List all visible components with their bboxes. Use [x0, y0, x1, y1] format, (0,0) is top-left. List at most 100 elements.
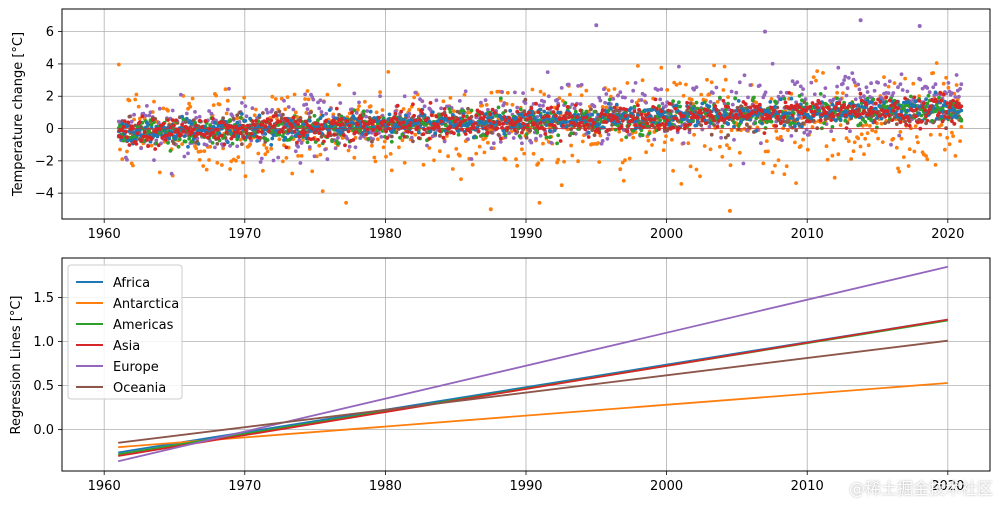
scatter-point [319, 123, 324, 127]
scatter-point [848, 129, 852, 134]
scatter-point [859, 104, 864, 109]
scatter-point [407, 108, 412, 112]
scatter-point [872, 88, 877, 93]
scatter-point [689, 97, 694, 102]
scatter-point [904, 122, 909, 127]
scatter-point [336, 141, 340, 146]
scatter-point [240, 142, 244, 147]
scatter-point [566, 115, 571, 120]
scatter-point [794, 128, 798, 133]
scatter-point [754, 129, 759, 133]
scatter-point [503, 157, 508, 162]
scatter-point [190, 96, 195, 101]
scatter-point [954, 73, 959, 77]
scatter-point [905, 115, 910, 119]
scatter-point [413, 118, 418, 123]
scatter-point [737, 150, 742, 155]
scatter-point [125, 124, 129, 128]
scatter-point [518, 116, 523, 121]
scatter-point [466, 137, 470, 142]
scatter-point [389, 139, 394, 144]
scatter-point [940, 109, 945, 114]
scatter-point [149, 143, 154, 148]
legend-items: Africa Antarctica Americas Asia Europe Oceani… [76, 276, 179, 396]
scatter-y-tick-label: −4 [35, 187, 54, 202]
scatter-point [933, 109, 938, 114]
scatter-point [255, 139, 259, 143]
regression-y-tick-label: 1.5 [33, 291, 54, 306]
scatter-point [882, 75, 886, 79]
scatter-point [297, 138, 302, 143]
scatter-point [811, 113, 816, 118]
scatter-point [797, 105, 802, 110]
scatter-point [448, 96, 453, 100]
scatter-point [213, 135, 217, 140]
scatter-point [726, 121, 730, 126]
scatter-point [364, 132, 368, 137]
scatter-point [733, 96, 738, 101]
scatter-point [891, 108, 896, 113]
scatter-point [720, 154, 725, 159]
scatter-point [830, 102, 835, 107]
scatter-point [402, 94, 407, 99]
scatter-point [363, 99, 367, 104]
scatter-point [127, 98, 132, 103]
scatter-point [611, 97, 616, 101]
scatter-point [522, 109, 527, 114]
scatter-point [605, 136, 610, 141]
scatter-point [787, 111, 791, 115]
scatter-point [543, 132, 548, 136]
scatter-point [645, 121, 650, 126]
scatter-point [809, 80, 814, 85]
scatter-point [550, 119, 555, 124]
scatter-point [116, 119, 121, 124]
scatter-point [283, 135, 288, 140]
scatter-point [924, 97, 928, 101]
scatter-point [771, 108, 776, 113]
scatter-point [856, 136, 861, 141]
scatter-point [947, 105, 952, 110]
scatter-point [347, 123, 352, 128]
scatter-point [188, 104, 193, 109]
scatter-point [338, 101, 343, 105]
scatter-point [384, 154, 388, 159]
scatter-point [745, 128, 749, 133]
regression-x-ticks: 1960 1970 1980 1990 2000 2010 2020 [88, 471, 964, 494]
scatter-point [311, 97, 316, 102]
scatter-point [203, 119, 208, 123]
scatter-point [685, 100, 689, 105]
scatter-point [250, 119, 255, 123]
scatter-point [655, 111, 660, 115]
scatter-point [480, 103, 484, 108]
scatter-point [660, 101, 665, 106]
scatter-point [882, 100, 886, 105]
scatter-point [602, 87, 606, 92]
scatter-point [798, 102, 803, 107]
scatter-point [939, 98, 944, 103]
scatter-point [536, 161, 541, 166]
scatter-point [754, 116, 759, 121]
scatter-point [808, 130, 812, 134]
scatter-point [284, 156, 289, 160]
scatter-point [291, 107, 296, 112]
scatter-point [307, 145, 312, 149]
scatter-point [612, 87, 617, 91]
scatter-point [780, 138, 784, 143]
scatter-point [719, 135, 723, 140]
scatter-point [787, 91, 791, 95]
scatter-point [760, 121, 764, 126]
scatter-point [892, 102, 897, 106]
scatter-point [572, 123, 577, 128]
scatter-point [145, 104, 149, 108]
scatter-point [386, 122, 391, 127]
scatter-point [149, 123, 154, 127]
scatter-point [520, 147, 524, 152]
scatter-point [312, 113, 317, 118]
scatter-point [924, 105, 928, 109]
scatter-point [794, 181, 798, 186]
scatter-point [590, 112, 595, 117]
scatter-point [537, 200, 542, 205]
scatter-point [863, 120, 868, 124]
scatter-point [925, 86, 930, 90]
scatter-point [577, 124, 582, 128]
